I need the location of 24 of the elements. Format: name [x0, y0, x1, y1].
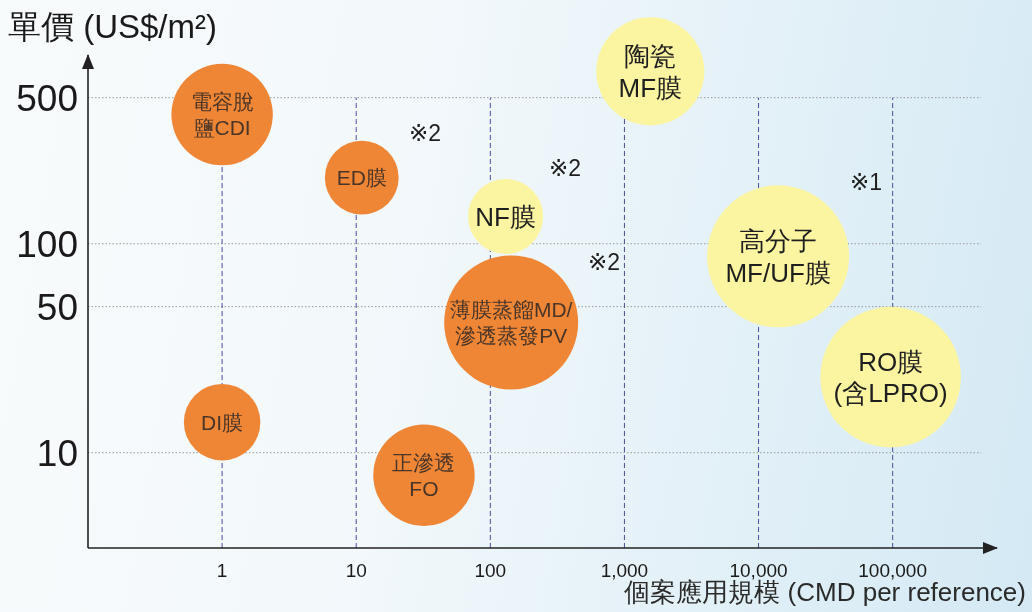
x-tick-label: 10 [345, 560, 367, 581]
y-axis-title: 單價 (US$/m²) [8, 8, 217, 45]
series-label: NF膜 [475, 201, 536, 232]
y-tick-label: 50 [36, 286, 78, 328]
y-tick-label: 500 [16, 77, 78, 119]
annotation: ※2 [408, 120, 442, 146]
series-label: 陶瓷MF膜 [618, 40, 683, 103]
series-label: DI膜 [201, 410, 244, 434]
x-tick-label: 10,000 [729, 560, 788, 581]
x-tick-label: 1,000 [600, 560, 649, 581]
annotation: ※1 [849, 169, 883, 195]
series-label: 高分子 MF/UF膜 [725, 225, 831, 288]
x-tick-label: 100 [474, 560, 507, 581]
series-label: RO膜 (含LPRO) [833, 346, 948, 409]
x-tick-label: 1 [216, 560, 228, 581]
annotation: ※2 [548, 155, 582, 181]
annotation: ※2 [587, 249, 621, 275]
y-tick-label: 100 [16, 223, 78, 265]
series-label: 電容脫鹽CDI [190, 90, 254, 139]
y-tick-label: 10 [36, 432, 78, 474]
x-tick-label: 100,000 [858, 560, 927, 581]
series-label: 薄膜蒸餾MD/ 滲透蒸發PV [449, 298, 573, 347]
series-label: 正滲透 FO [392, 451, 456, 500]
series-label: ED膜 [336, 166, 387, 190]
